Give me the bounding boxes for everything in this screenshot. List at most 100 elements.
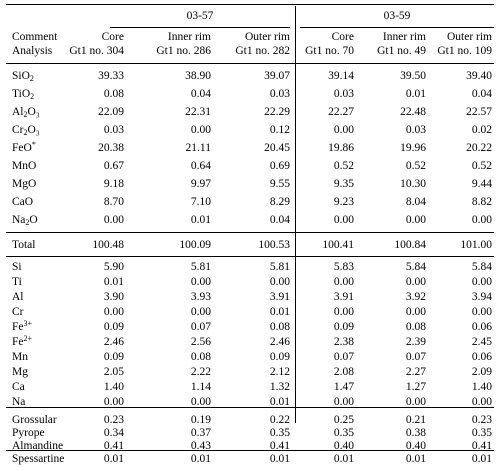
label-subscript: 2 bbox=[25, 218, 30, 227]
row-label: Mn bbox=[12, 350, 28, 365]
value-cell: 0.09 bbox=[333, 321, 354, 333]
value-cell: 0.03 bbox=[333, 88, 354, 100]
value-cell: 2.22 bbox=[190, 366, 211, 378]
value-cell: 0.35 bbox=[471, 427, 492, 439]
cation-row: Al 3.90 3.93 3.91 3.91 3.92 3.94 bbox=[0, 290, 500, 305]
value-cell: 0.64 bbox=[190, 160, 211, 172]
value-cell: 5.84 bbox=[405, 261, 426, 273]
header-rule bbox=[6, 63, 494, 64]
value-cell: 0.02 bbox=[471, 124, 492, 136]
label-base: Si bbox=[12, 261, 22, 273]
oxide-row: Na2O 0.00 0.01 0.04 0.00 0.00 0.00 bbox=[0, 213, 500, 228]
value-cell: 22.48 bbox=[400, 106, 426, 118]
value-cell: 3.91 bbox=[333, 291, 354, 303]
value-cell: 0.01 bbox=[471, 453, 492, 465]
cations-rule bbox=[6, 407, 494, 408]
value-cell: 5.90 bbox=[103, 261, 124, 273]
value-cell: 0.01 bbox=[190, 453, 211, 465]
total-col-5: 100.84 bbox=[394, 239, 426, 251]
value-cell: 0.01 bbox=[269, 453, 290, 465]
comment-label: Comment bbox=[12, 31, 58, 43]
row-label: Si bbox=[12, 260, 22, 275]
total-col-2: 100.09 bbox=[179, 239, 211, 251]
value-cell: 0.01 bbox=[190, 214, 211, 226]
row-label: Mg bbox=[12, 365, 28, 380]
label-suffix: O₃ bbox=[27, 124, 40, 136]
label-base: MgO bbox=[12, 178, 37, 190]
value-cell: 0.22 bbox=[269, 414, 290, 426]
oxides-rule bbox=[6, 232, 494, 233]
value-cell: 0.08 bbox=[405, 321, 426, 333]
value-cell: 0.41 bbox=[103, 440, 124, 452]
label-base: Al bbox=[12, 291, 24, 303]
value-cell: 0.00 bbox=[471, 214, 492, 226]
row-label: MgO bbox=[12, 177, 36, 192]
value-cell: 0.09 bbox=[103, 351, 124, 363]
value-cell: 0.01 bbox=[103, 276, 124, 288]
value-cell: 0.06 bbox=[471, 351, 492, 363]
value-cell: 0.34 bbox=[103, 427, 124, 439]
value-cell: 2.45 bbox=[471, 336, 492, 348]
value-cell: 21.11 bbox=[185, 142, 211, 154]
value-cell: 0.25 bbox=[333, 414, 354, 426]
value-cell: 2.46 bbox=[269, 336, 290, 348]
endmember-row: Spessartine 0.01 0.01 0.01 0.01 0.01 0.01 bbox=[0, 452, 500, 467]
value-cell: 0.12 bbox=[269, 124, 290, 136]
value-cell: 2.39 bbox=[405, 336, 426, 348]
value-cell: 0.41 bbox=[471, 440, 492, 452]
value-cell: 0.38 bbox=[405, 427, 426, 439]
value-cell: 20.45 bbox=[264, 142, 290, 154]
garnet-analysis-table: 03-57 03-59 Comment Core Inner rim Outer… bbox=[0, 4, 500, 465]
oxide-row: FeO* 20.38 21.11 20.45 19.86 19.96 20.22 bbox=[0, 141, 500, 156]
value-cell: 0.07 bbox=[333, 351, 354, 363]
value-cell: 0.23 bbox=[103, 414, 124, 426]
value-cell: 1.27 bbox=[405, 381, 426, 393]
value-cell: 0.00 bbox=[333, 214, 354, 226]
value-cell: 0.00 bbox=[103, 306, 124, 318]
value-cell: 5.81 bbox=[190, 261, 211, 273]
comment-col-5: Inner rim bbox=[382, 31, 426, 43]
value-cell: 22.29 bbox=[264, 106, 290, 118]
value-cell: 0.00 bbox=[190, 396, 211, 408]
endmember-row: Pyrope 0.34 0.37 0.35 0.35 0.38 0.35 bbox=[0, 426, 500, 441]
value-cell: 5.81 bbox=[269, 261, 290, 273]
row-label: TiO2 bbox=[12, 87, 34, 102]
value-cell: 0.35 bbox=[333, 427, 354, 439]
value-cell: 8.29 bbox=[269, 196, 290, 208]
value-cell: 0.00 bbox=[405, 276, 426, 288]
value-cell: 0.00 bbox=[190, 306, 211, 318]
value-cell: 0.08 bbox=[190, 351, 211, 363]
analysis-col-5: Gt1 no. 49 bbox=[377, 45, 426, 57]
comment-col-4: Core bbox=[331, 31, 354, 43]
value-cell: 19.86 bbox=[328, 142, 354, 154]
value-cell: 0.01 bbox=[269, 306, 290, 318]
endmember-row: Almandine 0.41 0.43 0.41 0.40 0.40 0.41 bbox=[0, 439, 500, 454]
value-cell: 0.40 bbox=[333, 440, 354, 452]
label-base: Spessartine bbox=[12, 453, 65, 465]
label-base: Cr bbox=[12, 124, 24, 136]
value-cell: 9.23 bbox=[333, 196, 354, 208]
value-cell: 0.00 bbox=[333, 124, 354, 136]
value-cell: 0.41 bbox=[269, 440, 290, 452]
label-subscript: 2 bbox=[30, 92, 35, 101]
value-cell: 3.92 bbox=[405, 291, 426, 303]
value-cell: 8.70 bbox=[103, 196, 124, 208]
value-cell: 0.00 bbox=[405, 214, 426, 226]
value-cell: 0.19 bbox=[190, 414, 211, 426]
value-cell: 0.00 bbox=[269, 276, 290, 288]
value-cell: 0.08 bbox=[269, 321, 290, 333]
cation-row: Fe3+ 0.09 0.07 0.08 0.09 0.08 0.06 bbox=[0, 320, 500, 335]
row-label: CaO bbox=[12, 195, 33, 210]
top-rule bbox=[6, 4, 494, 6]
endmember-row: Grossular 0.23 0.19 0.22 0.25 0.21 0.23 bbox=[0, 413, 500, 428]
row-label: MnO bbox=[12, 159, 36, 174]
value-cell: 0.00 bbox=[103, 214, 124, 226]
value-cell: 2.05 bbox=[103, 366, 124, 378]
value-cell: 1.40 bbox=[103, 381, 124, 393]
value-cell: 20.22 bbox=[466, 142, 492, 154]
row-label: Ca bbox=[12, 380, 25, 395]
value-cell: 8.82 bbox=[471, 196, 492, 208]
total-label: Total bbox=[12, 239, 36, 251]
value-cell: 0.69 bbox=[269, 160, 290, 172]
oxide-row: Cr2O₃ 0.03 0.00 0.12 0.00 0.03 0.02 bbox=[0, 123, 500, 138]
